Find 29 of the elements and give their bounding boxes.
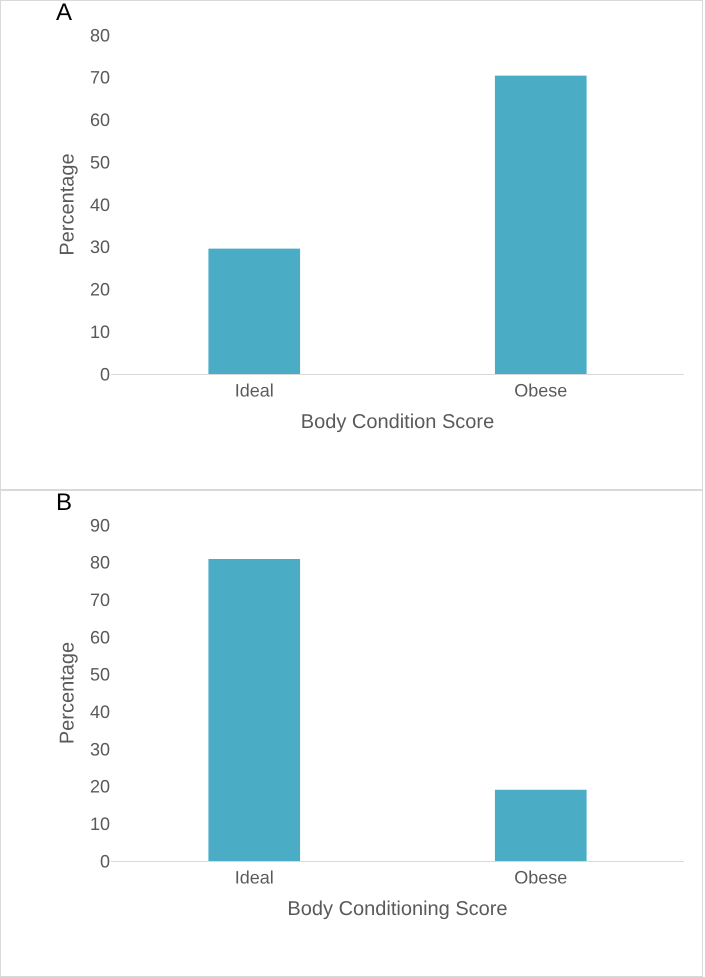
y-tick-label: 50	[90, 152, 110, 172]
x-tick-label: Ideal	[234, 380, 274, 401]
y-tick-label: 30	[90, 739, 110, 760]
y-tick-label: 20	[90, 280, 110, 300]
y-tick-label: 50	[90, 664, 110, 685]
y-tick-label: 90	[90, 515, 110, 536]
y-tick-label: 70	[90, 68, 110, 88]
y-tick-label: 0	[100, 364, 110, 384]
text: B	[56, 489, 72, 516]
x-tick-label: Obese	[514, 868, 568, 888]
y-axis-title: Percentage	[56, 642, 78, 744]
y-tick-label: 60	[90, 627, 110, 648]
x-axis-title: Body Conditioning Score	[287, 898, 508, 920]
y-tick-label: 70	[90, 590, 110, 610]
y-axis-title: Percentage	[56, 153, 78, 256]
y-tick-label: 40	[90, 702, 110, 722]
y-tick-label: 80	[90, 552, 110, 573]
y-tick-label: 10	[90, 814, 110, 834]
text: A	[56, 0, 72, 26]
y-tick-label: 10	[90, 322, 110, 342]
x-tick-label: Ideal	[234, 868, 274, 888]
y-tick-label: 80	[90, 25, 110, 46]
y-tick-label: 0	[100, 851, 110, 872]
y-tick-label: 30	[90, 237, 110, 258]
y-tick-label: 60	[90, 110, 110, 130]
y-tick-label: 40	[90, 194, 110, 215]
y-tick-label: 20	[90, 776, 110, 797]
x-tick-label: Obese	[514, 380, 568, 401]
x-axis-title: Body Condition Score	[300, 411, 494, 434]
